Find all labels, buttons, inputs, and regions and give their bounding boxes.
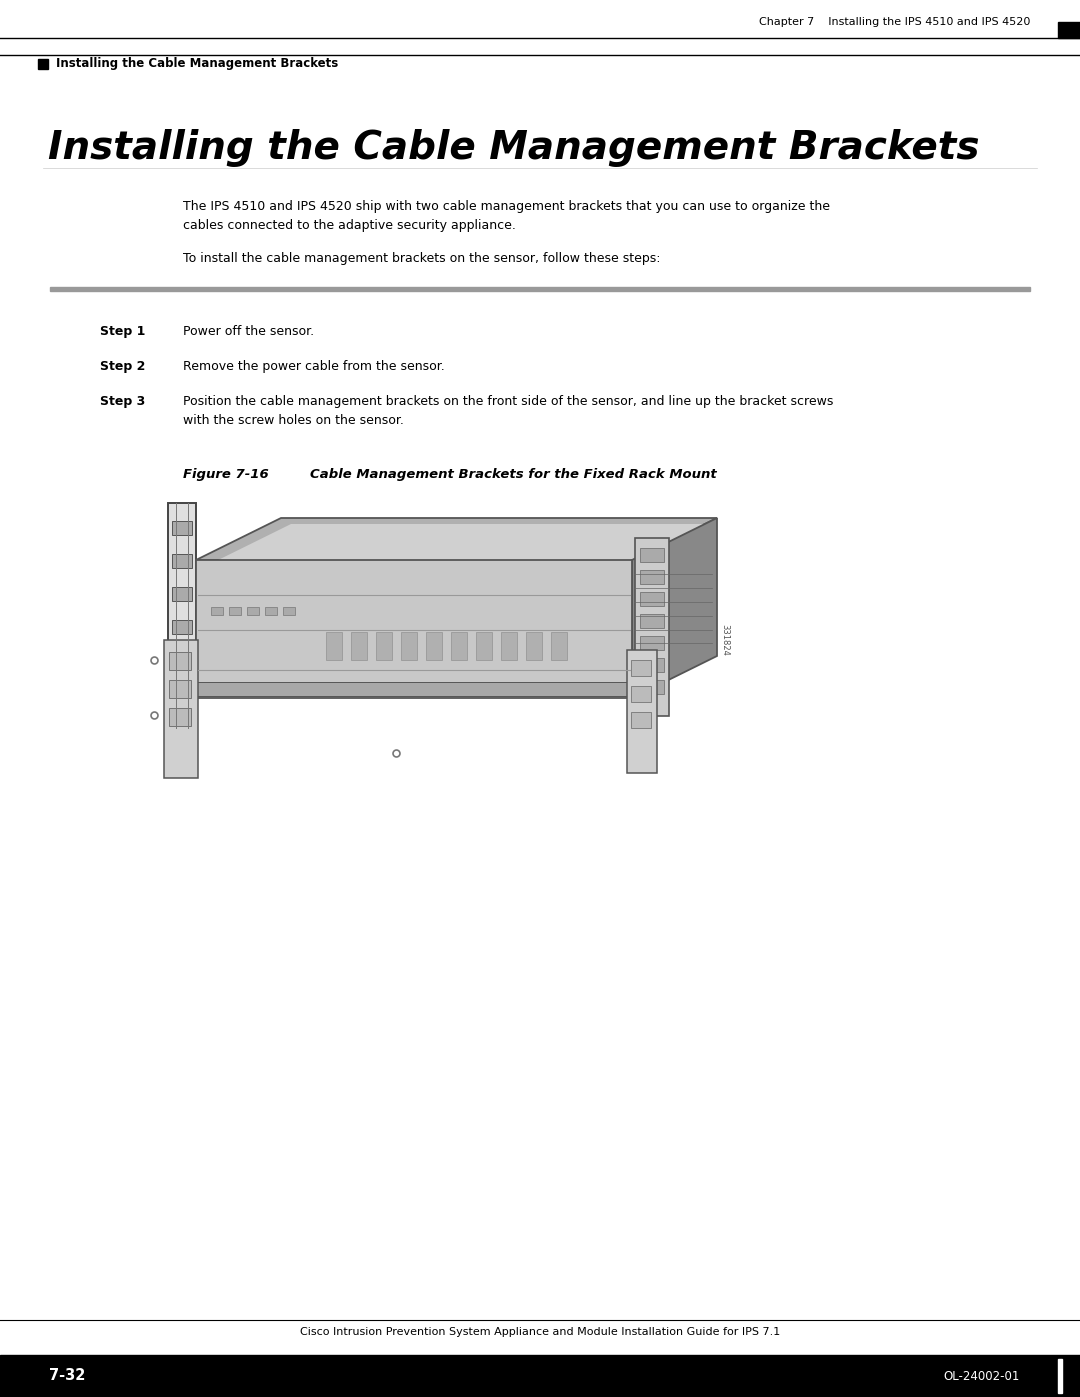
Bar xyxy=(172,521,192,535)
Text: Cable Management Brackets for the Fixed Rack Mount: Cable Management Brackets for the Fixed … xyxy=(310,468,717,481)
Bar xyxy=(640,658,664,672)
Bar xyxy=(195,560,632,698)
Bar xyxy=(172,555,192,569)
Text: Remove the power cable from the sensor.: Remove the power cable from the sensor. xyxy=(183,360,445,373)
Text: 331824: 331824 xyxy=(720,624,729,657)
Bar xyxy=(168,680,191,698)
Bar xyxy=(172,620,192,634)
Text: Step 2: Step 2 xyxy=(100,360,146,373)
Bar xyxy=(1058,22,1080,38)
Bar xyxy=(635,538,669,717)
Bar xyxy=(172,587,192,601)
Bar xyxy=(172,686,192,700)
Bar xyxy=(168,652,191,671)
Polygon shape xyxy=(206,524,707,566)
Bar xyxy=(526,631,542,659)
Text: Power off the sensor.: Power off the sensor. xyxy=(183,326,314,338)
Bar xyxy=(640,615,664,629)
Text: Cisco Intrusion Prevention System Appliance and Module Installation Guide for IP: Cisco Intrusion Prevention System Applia… xyxy=(300,1327,780,1337)
Bar xyxy=(627,650,657,773)
Bar xyxy=(451,631,467,659)
Bar xyxy=(426,631,442,659)
Bar xyxy=(38,59,48,68)
Text: 7-32: 7-32 xyxy=(49,1369,85,1383)
Bar xyxy=(28,1359,106,1393)
Bar xyxy=(265,608,276,615)
Text: Position the cable management brackets on the front side of the sensor, and line: Position the cable management brackets o… xyxy=(183,395,834,427)
Bar xyxy=(376,631,392,659)
Bar xyxy=(401,631,417,659)
Bar xyxy=(351,631,367,659)
Bar xyxy=(211,608,222,615)
Bar xyxy=(247,608,259,615)
Bar xyxy=(631,659,651,676)
Text: The IPS 4510 and IPS 4520 ship with two cable management brackets that you can u: The IPS 4510 and IPS 4520 ship with two … xyxy=(183,200,831,232)
Bar xyxy=(640,636,664,650)
Bar xyxy=(30,1361,104,1391)
Polygon shape xyxy=(195,518,717,560)
Bar xyxy=(640,548,664,562)
Bar xyxy=(326,631,342,659)
Text: Step 3: Step 3 xyxy=(100,395,145,408)
Bar xyxy=(631,686,651,703)
Text: Chapter 7    Installing the IPS 4510 and IPS 4520: Chapter 7 Installing the IPS 4510 and IP… xyxy=(758,17,1030,27)
Text: To install the cable management brackets on the sensor, follow these steps:: To install the cable management brackets… xyxy=(183,251,661,265)
Bar xyxy=(168,503,195,728)
Bar xyxy=(551,631,567,659)
Bar xyxy=(168,708,191,726)
Bar xyxy=(164,640,198,778)
Text: OL-24002-01: OL-24002-01 xyxy=(944,1369,1020,1383)
Text: Figure 7-16: Figure 7-16 xyxy=(183,468,269,481)
Bar xyxy=(172,652,192,666)
Text: Installing the Cable Management Brackets: Installing the Cable Management Brackets xyxy=(56,56,338,70)
Text: Installing the Cable Management Brackets: Installing the Cable Management Brackets xyxy=(48,129,980,168)
Bar xyxy=(195,682,632,696)
Bar xyxy=(631,712,651,728)
Bar xyxy=(640,592,664,606)
Bar xyxy=(50,286,1030,291)
Text: Step 1: Step 1 xyxy=(100,326,146,338)
Bar xyxy=(640,570,664,584)
Bar xyxy=(283,608,295,615)
Polygon shape xyxy=(632,518,717,698)
Bar xyxy=(1058,1359,1062,1393)
Bar xyxy=(476,631,492,659)
Bar xyxy=(0,1355,1080,1397)
Bar xyxy=(229,608,241,615)
Bar xyxy=(501,631,517,659)
Bar xyxy=(640,680,664,694)
